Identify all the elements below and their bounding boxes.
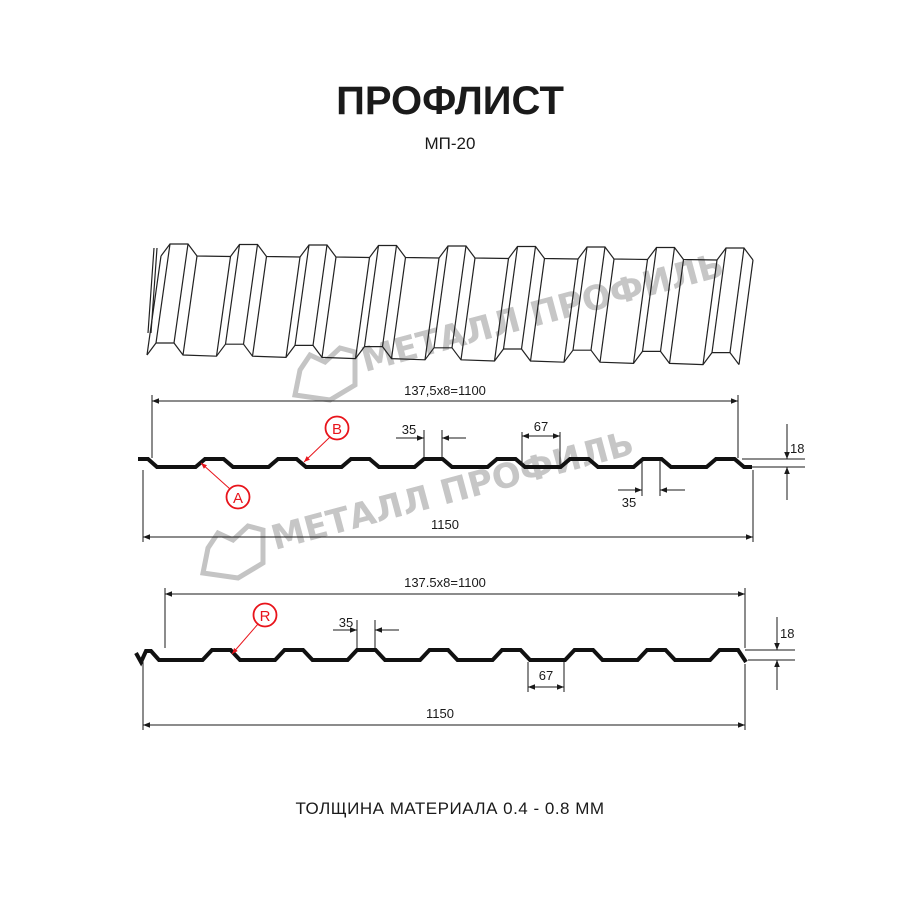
sheet-bottom-edge <box>146 342 740 366</box>
rib-edge-line <box>520 246 537 350</box>
rib-edge-line <box>424 257 440 360</box>
marker-r-leader <box>231 623 259 655</box>
marker-b-circle <box>324 415 350 441</box>
marker-r-circle <box>252 602 278 628</box>
crest-width-label: 35 <box>402 422 416 437</box>
rib-edge-line <box>632 259 649 364</box>
marker-r-label: R <box>260 608 271 625</box>
rib-edge-line <box>641 247 658 352</box>
height-label: 18 <box>780 626 794 641</box>
marker-a-circle <box>225 484 251 510</box>
rib-edge-line <box>460 257 476 360</box>
profile-b-drawing: 137.5x8=1100 35 67 18 1150 R <box>134 575 795 730</box>
watermark-logo-icon <box>200 523 266 581</box>
pitch-dimension-label: 137.5x8=1100 <box>404 575 486 590</box>
marker-b-label: B <box>332 421 342 438</box>
rib-edge-line <box>146 255 162 356</box>
watermark-2: МЕТАЛЛ ПРОФИЛЬ <box>200 423 638 581</box>
rib-edge-line <box>451 245 467 348</box>
rib-edge-line <box>155 243 171 344</box>
material-thickness-note: ТОЛЩИНА МАТЕРИАЛА 0.4 - 0.8 ММ <box>295 799 604 818</box>
watermark-logo-icon <box>292 345 358 403</box>
rib-edge-line <box>590 246 606 351</box>
width-dimension-label: 1150 <box>426 706 454 721</box>
rib-edge-line <box>738 259 754 365</box>
rib-edge-line <box>182 255 198 356</box>
marker-a-leader <box>200 462 231 490</box>
rib-edge-line <box>215 256 232 357</box>
isometric-sheet-view <box>146 243 754 366</box>
rib-edge-line <box>381 245 398 347</box>
rib-edge-line <box>363 245 380 347</box>
profile-a-drawing: 137,5x8=1100 35 67 35 18 1150 A B <box>138 383 805 542</box>
valley-width-label: 67 <box>534 419 548 434</box>
sheet-top-edge <box>160 243 754 261</box>
height-label: 18 <box>790 441 804 456</box>
rib-edge-line <box>599 258 615 363</box>
rib-edge-line <box>390 257 407 359</box>
rib-edge-line <box>354 257 371 359</box>
rib-edge-line <box>659 247 676 352</box>
rib-edge-line <box>493 258 510 362</box>
crest-width-label: 35 <box>339 615 353 630</box>
profile-a-line <box>138 457 752 469</box>
marker-b-leader <box>303 436 331 463</box>
rib-edge-line <box>173 243 189 344</box>
rib-edge-line <box>321 256 337 358</box>
rib-edge-line <box>502 246 519 350</box>
rib-edge-line <box>294 244 310 346</box>
rib-edge-line <box>563 258 579 363</box>
rib-edge-line <box>312 244 328 346</box>
sheet-side-edge <box>147 247 158 334</box>
pitch-dimension-label: 137,5x8=1100 <box>404 383 486 398</box>
rib-edge-line <box>285 256 301 358</box>
rib-edge-line <box>668 259 685 364</box>
rib-edge-line <box>572 246 588 351</box>
valley-width-label: 67 <box>539 668 553 683</box>
rib-edge-line <box>529 258 546 362</box>
rib-edge-line <box>729 247 745 353</box>
rib-edge-line <box>251 256 268 357</box>
rib-edge-line <box>702 259 718 365</box>
rib-edge-line <box>433 245 449 348</box>
model-subtitle: МП-20 <box>425 134 476 153</box>
rib-edge-line <box>224 244 241 345</box>
marker-a-label: A <box>233 490 243 507</box>
page-title: ПРОФЛИСТ <box>336 79 564 123</box>
profile-b-line <box>134 648 748 667</box>
rib-edge-line <box>711 247 727 353</box>
rib-edge-line <box>242 244 259 345</box>
crest-width-bottom-label: 35 <box>622 495 636 510</box>
width-dimension-label: 1150 <box>431 517 459 532</box>
